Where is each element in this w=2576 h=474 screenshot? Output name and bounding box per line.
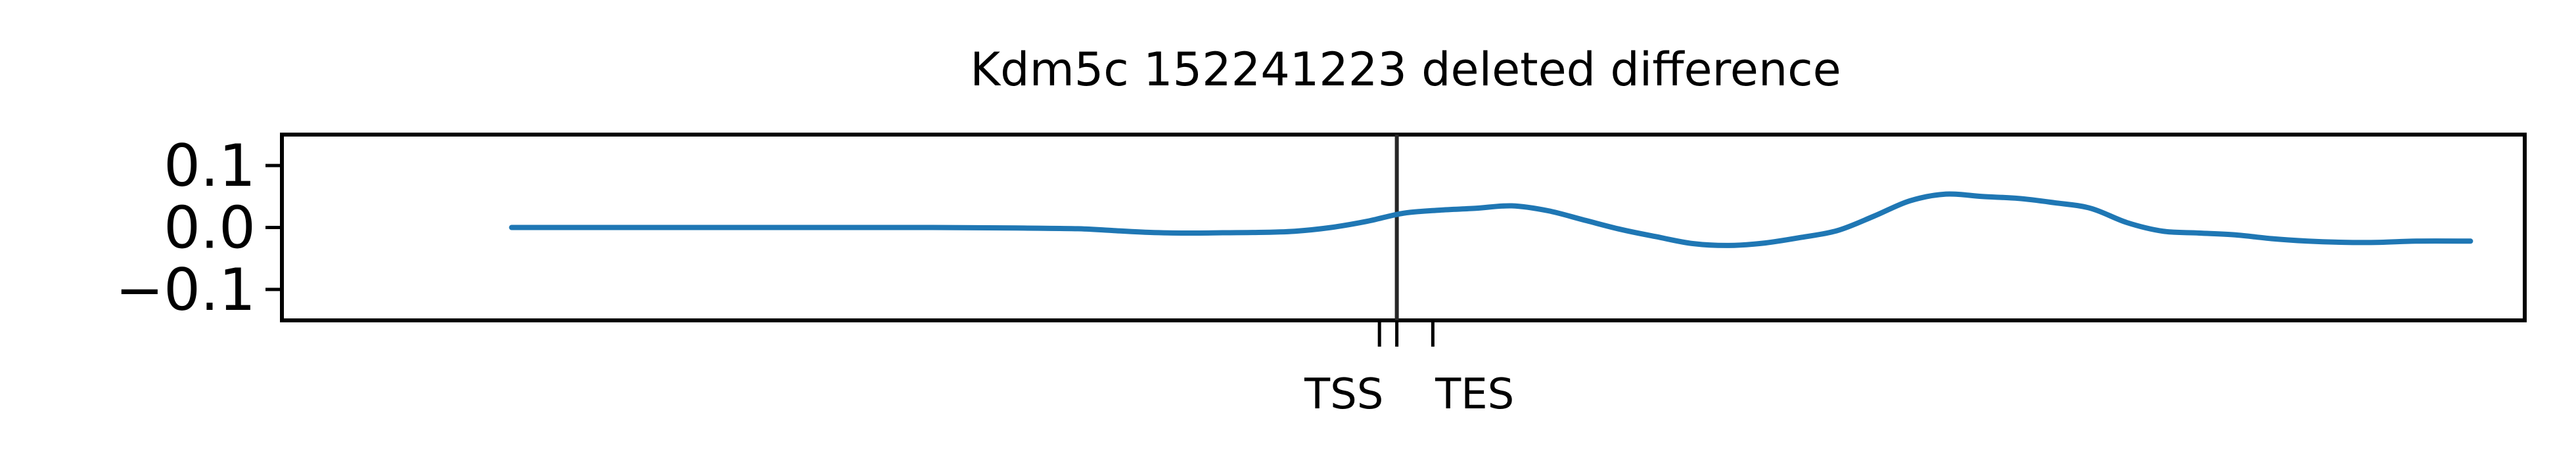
x-tick-label: TSS	[1304, 370, 1383, 419]
y-axis: 0.10.0−0.1	[115, 132, 282, 324]
y-tick-label: 0.1	[164, 132, 256, 200]
y-tick-label: 0.0	[164, 194, 256, 262]
chart-title: Kdm5c 152241223 deleted difference	[970, 43, 1841, 97]
x-axis: TSS TES	[1304, 320, 1514, 419]
y-tick-label: −0.1	[115, 256, 256, 324]
x-tick-label: TES	[1435, 370, 1514, 419]
series-line	[509, 191, 2473, 248]
